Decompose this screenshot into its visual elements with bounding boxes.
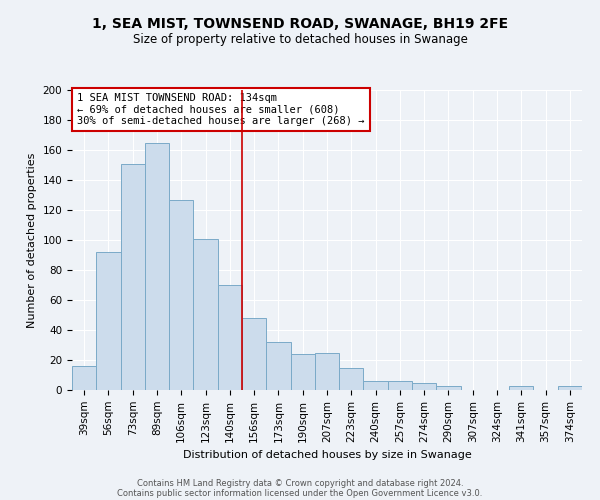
Bar: [96, 252, 121, 390]
Bar: [509, 386, 533, 390]
Bar: [339, 368, 364, 390]
Y-axis label: Number of detached properties: Number of detached properties: [27, 152, 37, 328]
Bar: [436, 386, 461, 390]
Bar: [558, 386, 582, 390]
Bar: [169, 200, 193, 390]
Bar: [388, 381, 412, 390]
Text: 1 SEA MIST TOWNSEND ROAD: 134sqm
← 69% of detached houses are smaller (608)
30% : 1 SEA MIST TOWNSEND ROAD: 134sqm ← 69% o…: [77, 93, 365, 126]
Bar: [193, 238, 218, 390]
Text: Contains HM Land Registry data © Crown copyright and database right 2024.: Contains HM Land Registry data © Crown c…: [137, 478, 463, 488]
Bar: [145, 142, 169, 390]
Bar: [121, 164, 145, 390]
Bar: [315, 352, 339, 390]
Bar: [72, 366, 96, 390]
Bar: [364, 381, 388, 390]
Bar: [412, 382, 436, 390]
Text: Contains public sector information licensed under the Open Government Licence v3: Contains public sector information licen…: [118, 488, 482, 498]
Text: Size of property relative to detached houses in Swanage: Size of property relative to detached ho…: [133, 32, 467, 46]
Bar: [242, 318, 266, 390]
Bar: [290, 354, 315, 390]
Bar: [218, 285, 242, 390]
X-axis label: Distribution of detached houses by size in Swanage: Distribution of detached houses by size …: [182, 450, 472, 460]
Bar: [266, 342, 290, 390]
Text: 1, SEA MIST, TOWNSEND ROAD, SWANAGE, BH19 2FE: 1, SEA MIST, TOWNSEND ROAD, SWANAGE, BH1…: [92, 18, 508, 32]
